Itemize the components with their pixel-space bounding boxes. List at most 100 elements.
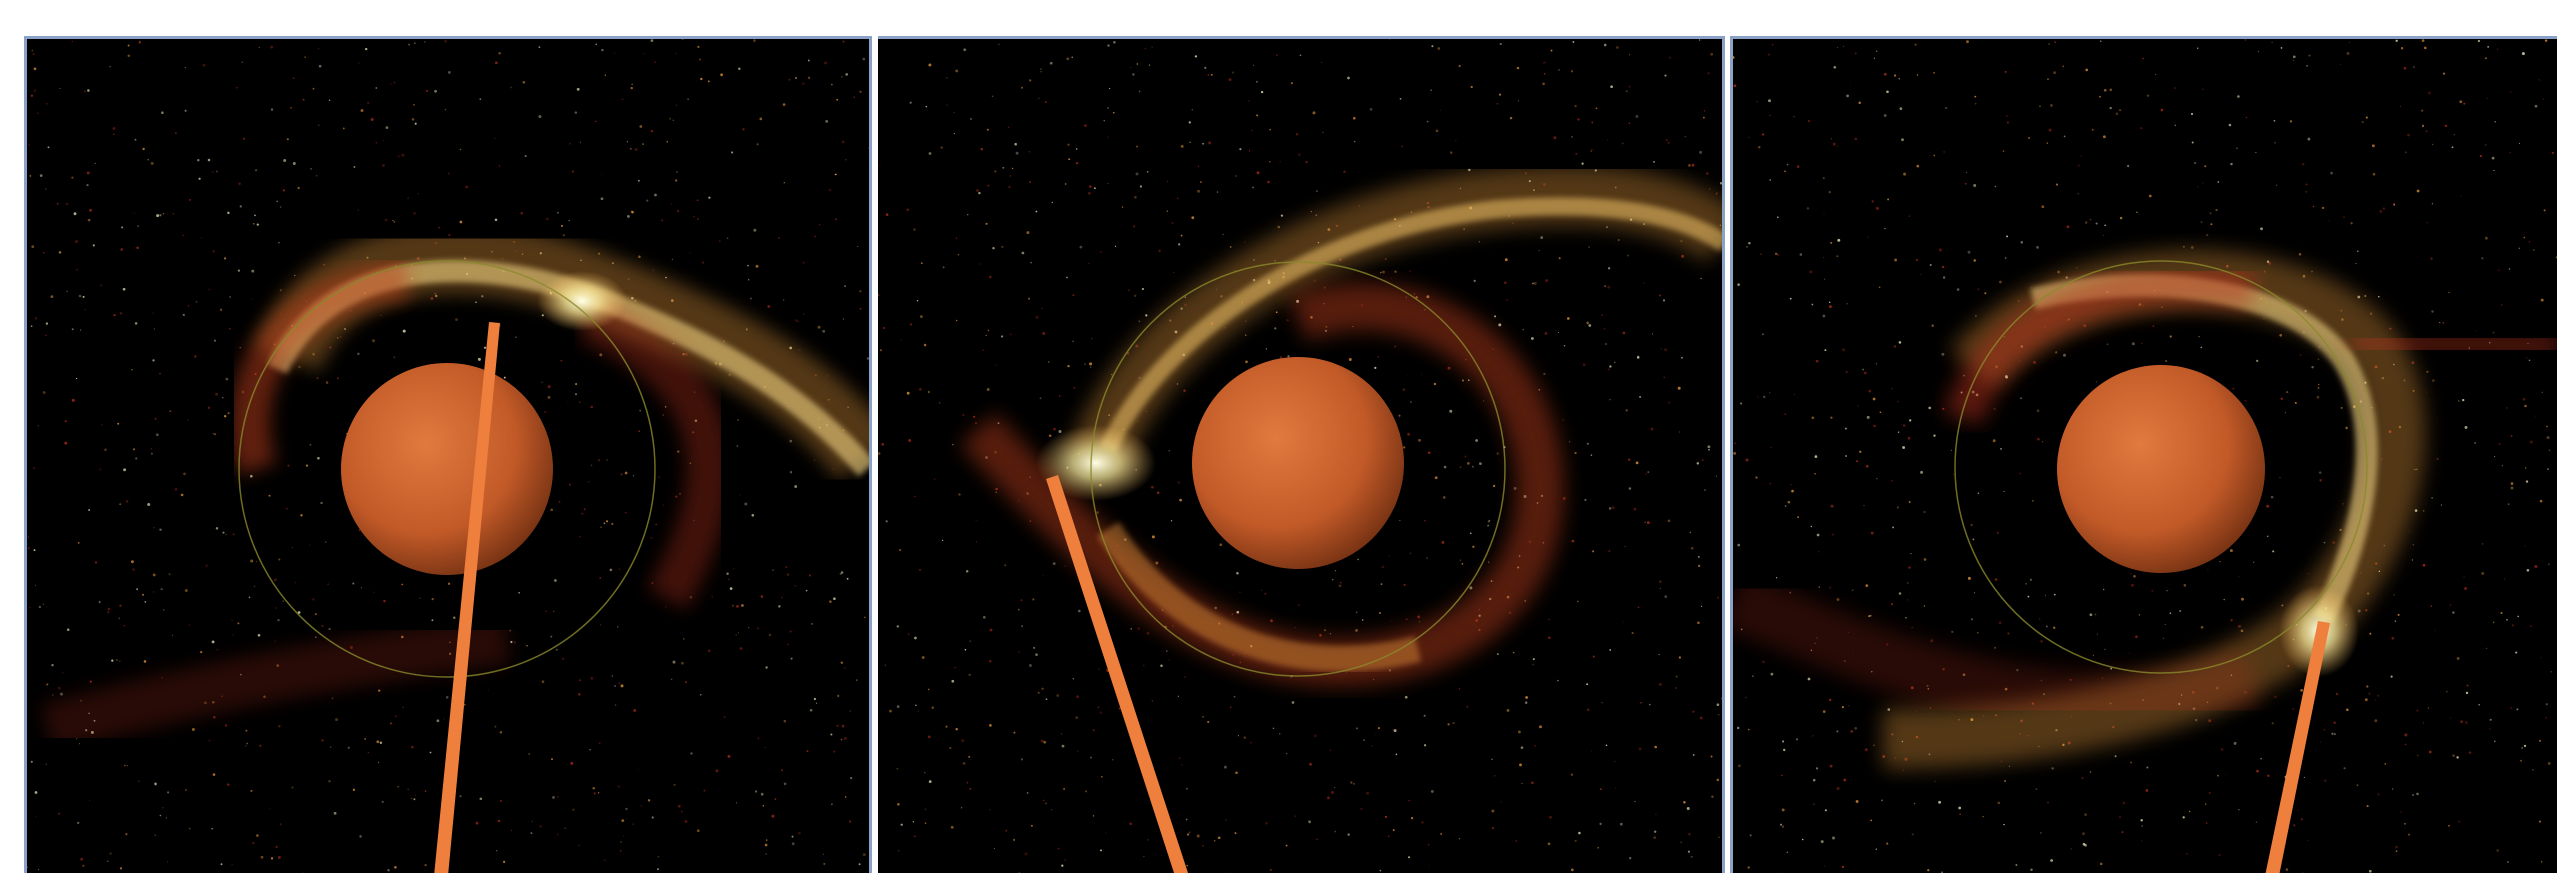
debris-particle	[1952, 473, 1955, 476]
debris-particle	[1614, 361, 1616, 363]
debris-particle	[1191, 216, 1195, 220]
debris-particle	[2477, 39, 2481, 43]
debris-particle	[632, 475, 635, 477]
debris-particle	[840, 571, 844, 574]
debris-particle	[168, 573, 171, 576]
debris-particle	[142, 147, 145, 151]
debris-particle	[1566, 317, 1570, 320]
debris-particle	[510, 86, 512, 89]
debris-particle	[1078, 609, 1081, 613]
debris-particle	[2434, 630, 2436, 632]
debris-particle	[1574, 451, 1577, 455]
debris-particle	[2006, 235, 2009, 238]
debris-particle	[32, 53, 35, 55]
debris-particle	[1252, 64, 1255, 66]
debris-particle	[600, 197, 604, 201]
debris-particle	[45, 322, 49, 325]
debris-particle	[2160, 108, 2164, 112]
debris-particle	[2004, 257, 2007, 259]
debris-particle	[1836, 47, 1838, 49]
debris-particle	[1829, 764, 1833, 768]
debris-particle	[1973, 592, 1976, 594]
debris-particle	[1088, 262, 1090, 265]
debris-particle	[639, 409, 642, 412]
debris-particle	[735, 802, 738, 804]
debris-particle	[1769, 392, 1771, 394]
debris-particle	[1781, 774, 1783, 777]
debris-particle	[367, 102, 369, 104]
debris-particle	[817, 325, 821, 329]
debris-particle	[965, 570, 969, 573]
debris-particle	[2489, 718, 2492, 721]
debris-particle	[1646, 521, 1650, 525]
debris-particle	[1896, 400, 1899, 403]
debris-particle	[2106, 343, 2109, 346]
debris-particle	[2256, 769, 2259, 773]
debris-particle	[113, 314, 116, 317]
debris-particle	[1426, 557, 1428, 559]
debris-particle	[634, 148, 638, 151]
debris-particle	[609, 568, 613, 572]
debris-particle	[524, 155, 527, 158]
debris-particle	[868, 147, 869, 150]
debris-particle	[2462, 398, 2465, 402]
debris-particle	[1199, 181, 1202, 184]
debris-particle	[2193, 161, 2197, 165]
debris-particle	[1409, 552, 1412, 555]
debris-particle	[727, 578, 730, 581]
debris-particle	[1737, 764, 1741, 768]
debris-particle	[2448, 824, 2450, 827]
debris-particle	[1910, 553, 1912, 555]
debris-particle	[1977, 492, 1980, 495]
debris-particle	[1629, 856, 1632, 860]
debris-particle	[1786, 851, 1789, 854]
debris-particle	[908, 633, 910, 635]
debris-particle	[2507, 503, 2510, 505]
debris-particle	[328, 99, 331, 101]
debris-particle	[2217, 180, 2220, 183]
debris-particle	[2519, 142, 2521, 144]
debris-particle	[1475, 439, 1478, 442]
debris-particle	[2027, 595, 2030, 598]
debris-particle	[841, 724, 845, 728]
debris-particle	[917, 710, 919, 712]
debris-particle	[2198, 335, 2200, 338]
debris-particle	[1893, 345, 1897, 348]
debris-particle	[2525, 480, 2529, 483]
debris-particle	[1121, 206, 1124, 208]
debris-particle	[1236, 571, 1239, 575]
debris-particle	[1869, 614, 1872, 617]
debris-particle	[2452, 754, 2455, 757]
debris-particle	[1705, 172, 1709, 175]
debris-particle	[637, 769, 639, 770]
debris-particle	[57, 686, 61, 690]
debris-particle	[791, 842, 795, 846]
debris-particle	[670, 203, 672, 205]
debris-particle	[2319, 479, 2322, 482]
debris-particle	[1534, 744, 1537, 747]
debris-particle	[1136, 63, 1139, 65]
debris-particle	[1854, 727, 1857, 730]
debris-particle	[1030, 262, 1032, 264]
debris-particle	[2190, 246, 2194, 249]
debris-particle	[1787, 500, 1791, 504]
debris-particle	[1194, 55, 1198, 58]
debris-particle	[1832, 836, 1835, 840]
debris-particle	[698, 58, 701, 61]
debris-particle	[2070, 848, 2072, 850]
debris-particle	[1155, 561, 1159, 565]
debris-particle	[620, 841, 622, 843]
debris-particle	[1920, 470, 1924, 474]
debris-particle	[1222, 233, 1224, 236]
debris-particle	[411, 118, 415, 121]
debris-particle	[135, 457, 138, 460]
debris-particle	[601, 173, 603, 176]
debris-particle	[2534, 104, 2538, 108]
debris-particle	[2230, 619, 2233, 622]
debris-particle	[2393, 594, 2395, 596]
debris-particle	[2421, 124, 2425, 128]
debris-particle	[219, 308, 223, 311]
debris-particle	[498, 52, 501, 55]
debris-particle	[1929, 264, 1932, 266]
debris-particle	[1832, 142, 1836, 146]
